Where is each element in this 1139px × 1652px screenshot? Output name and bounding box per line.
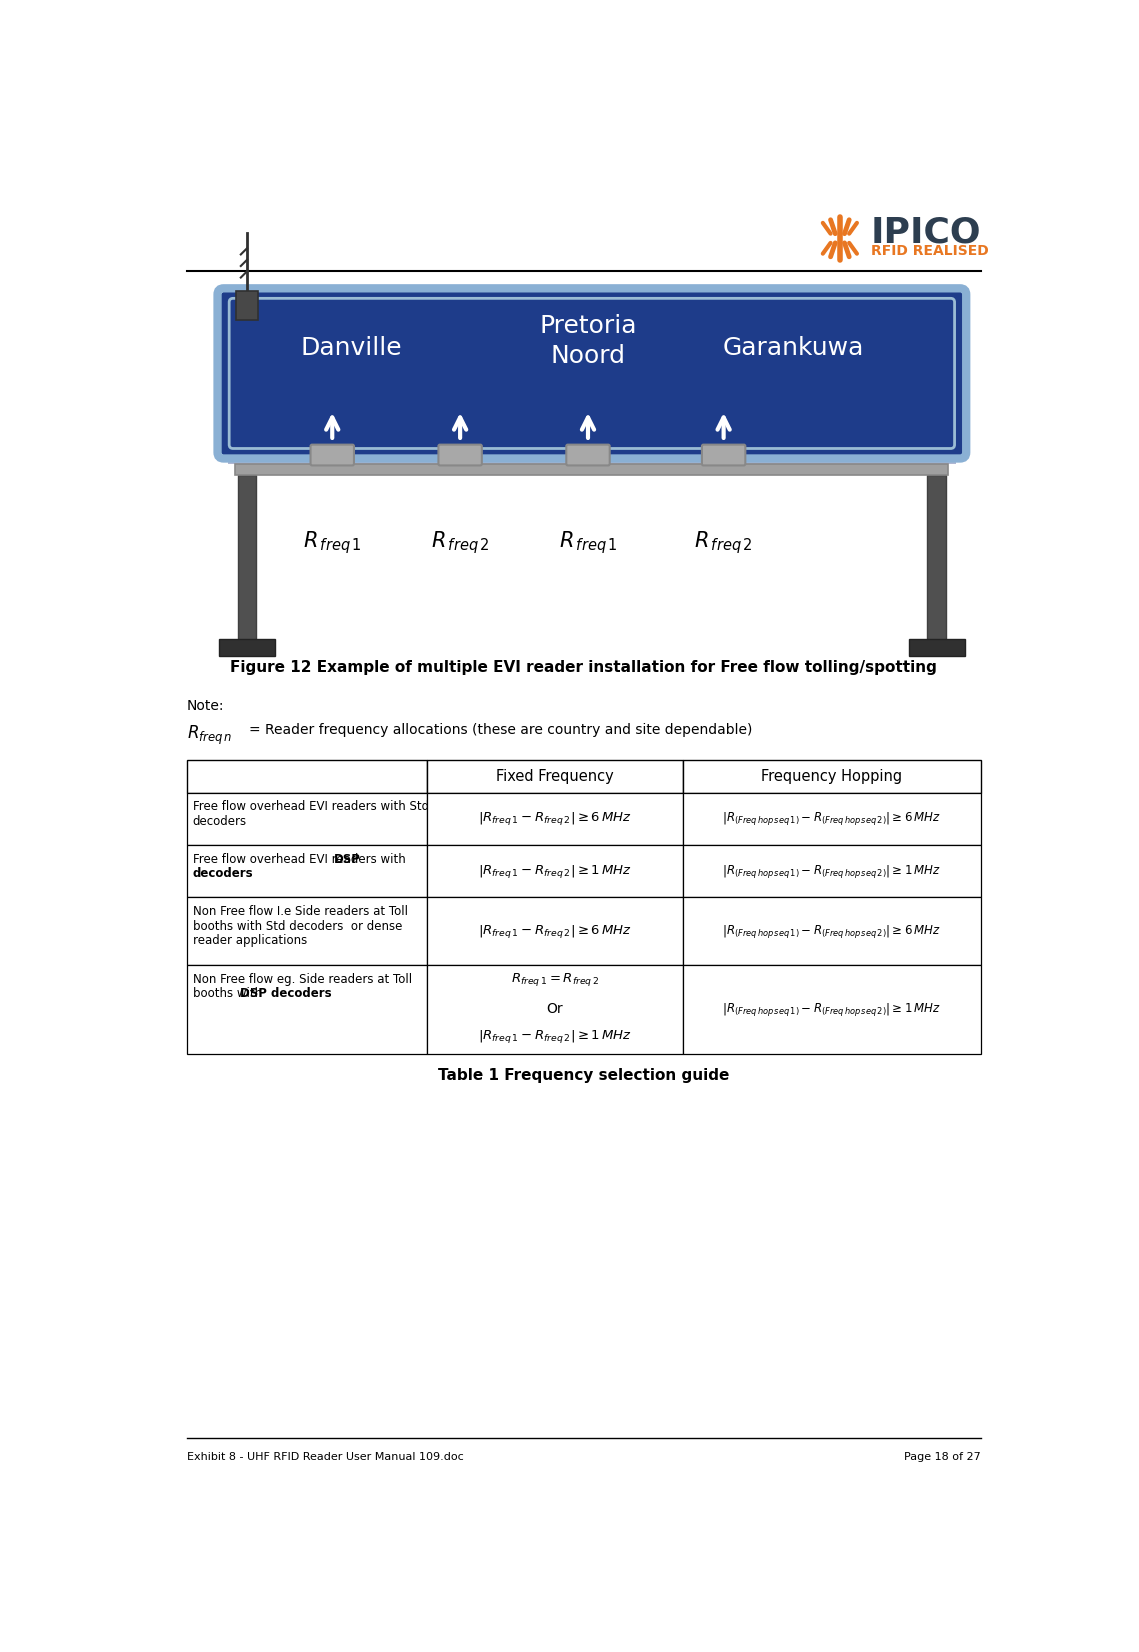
Text: Or: Or	[547, 1003, 563, 1016]
Text: decoders: decoders	[192, 867, 253, 881]
FancyBboxPatch shape	[218, 289, 966, 459]
Text: $\left|R_{(Freq\,hop\,seq\,1)} - R_{(Freq\,hop\,seq\,2)}\right| \geq 6\,MHz$: $\left|R_{(Freq\,hop\,seq\,1)} - R_{(Fre…	[722, 811, 941, 828]
Bar	[187, 760, 427, 793]
Bar	[236, 291, 257, 320]
Text: Garankuwa: Garankuwa	[722, 337, 865, 360]
Bar	[427, 897, 682, 965]
Text: DSP decoders: DSP decoders	[239, 988, 331, 1001]
Text: $\left|R_{(Freq\,hop\,seq\,1)} - R_{(Freq\,hop\,seq\,2)}\right| \geq 1\,MHz$: $\left|R_{(Freq\,hop\,seq\,1)} - R_{(Fre…	[722, 1001, 941, 1018]
FancyBboxPatch shape	[566, 444, 609, 466]
Text: Page 18 of 27: Page 18 of 27	[904, 1452, 981, 1462]
Bar	[909, 639, 965, 656]
Text: $R_{\,freq\,2}$: $R_{\,freq\,2}$	[695, 529, 753, 557]
Bar	[187, 846, 427, 897]
Text: decoders: decoders	[192, 814, 247, 828]
Text: $R_{\,freq\,1}$: $R_{\,freq\,1}$	[559, 529, 617, 557]
Bar	[682, 793, 981, 846]
Text: $\left|R_{freq\,1} - R_{freq\,2}\right| \geq 1\,MHz$: $\left|R_{freq\,1} - R_{freq\,2}\right| …	[477, 862, 632, 881]
Text: booths with: booths with	[192, 988, 265, 1001]
Text: Non Free flow I.e Side readers at Toll: Non Free flow I.e Side readers at Toll	[192, 905, 408, 919]
FancyBboxPatch shape	[311, 444, 354, 466]
Bar	[682, 760, 981, 793]
Text: $R_{\,freq\,2}$: $R_{\,freq\,2}$	[431, 529, 490, 557]
FancyBboxPatch shape	[702, 444, 745, 466]
Bar	[187, 965, 427, 1054]
Text: = Reader frequency allocations (these are country and site dependable): = Reader frequency allocations (these ar…	[249, 724, 753, 737]
FancyBboxPatch shape	[439, 444, 482, 466]
Text: Figure 12 Example of multiple EVI reader installation for Free flow tolling/spot: Figure 12 Example of multiple EVI reader…	[230, 661, 937, 676]
Text: Fixed Frequency: Fixed Frequency	[495, 770, 614, 785]
Bar	[427, 965, 682, 1054]
Text: RFID REALISED: RFID REALISED	[871, 243, 989, 258]
Bar	[682, 965, 981, 1054]
Text: Pretoria
Noord: Pretoria Noord	[539, 314, 637, 367]
Text: $\left|R_{freq\,1} - R_{freq\,2}\right| \geq 1\,MHz$: $\left|R_{freq\,1} - R_{freq\,2}\right| …	[477, 1028, 632, 1046]
Text: booths with Std decoders  or dense: booths with Std decoders or dense	[192, 920, 402, 933]
Text: Free flow overhead EVI readers with: Free flow overhead EVI readers with	[192, 852, 409, 866]
Text: $R_{freq\,1} = R_{freq\,2}$: $R_{freq\,1} = R_{freq\,2}$	[510, 970, 599, 988]
Bar	[927, 474, 947, 644]
Text: Note:: Note:	[187, 699, 224, 712]
Text: Free flow overhead EVI readers with Std: Free flow overhead EVI readers with Std	[192, 800, 429, 813]
Text: $\left|R_{freq\,1} - R_{freq\,2}\right| \geq 6\,MHz$: $\left|R_{freq\,1} - R_{freq\,2}\right| …	[477, 923, 632, 940]
Text: Danville: Danville	[301, 337, 402, 360]
Bar	[219, 639, 274, 656]
Text: $\left|R_{(Freq\,hop\,seq\,1)} - R_{(Freq\,hop\,seq\,2)}\right| \geq 6\,MHz$: $\left|R_{(Freq\,hop\,seq\,1)} - R_{(Fre…	[722, 923, 941, 940]
Bar	[187, 793, 427, 846]
Bar	[682, 897, 981, 965]
Text: $\left|R_{(Freq\,hop\,seq\,1)} - R_{(Freq\,hop\,seq\,2)}\right| \geq 1\,MHz$: $\left|R_{(Freq\,hop\,seq\,1)} - R_{(Fre…	[722, 862, 941, 881]
Text: Non Free flow eg. Side readers at Toll: Non Free flow eg. Side readers at Toll	[192, 973, 412, 986]
Text: $R_{\,freq\,1}$: $R_{\,freq\,1}$	[303, 529, 361, 557]
Bar	[427, 793, 682, 846]
Bar	[427, 760, 682, 793]
Text: $R_{freq\,n}$: $R_{freq\,n}$	[187, 724, 232, 747]
Text: DSP: DSP	[334, 852, 361, 866]
Text: reader applications: reader applications	[192, 935, 308, 947]
Bar	[427, 846, 682, 897]
Bar	[236, 464, 949, 474]
Text: Table 1 Frequency selection guide: Table 1 Frequency selection guide	[439, 1067, 729, 1082]
Bar	[682, 846, 981, 897]
Text: IPICO: IPICO	[871, 216, 982, 249]
Bar	[238, 474, 256, 644]
Bar	[228, 448, 956, 464]
Bar	[187, 897, 427, 965]
Text: $\left|R_{freq\,1} - R_{freq\,2}\right| \geq 6\,MHz$: $\left|R_{freq\,1} - R_{freq\,2}\right| …	[477, 811, 632, 828]
Text: Frequency Hopping: Frequency Hopping	[761, 770, 902, 785]
Text: Exhibit 8 - UHF RFID Reader User Manual 109.doc: Exhibit 8 - UHF RFID Reader User Manual …	[187, 1452, 464, 1462]
